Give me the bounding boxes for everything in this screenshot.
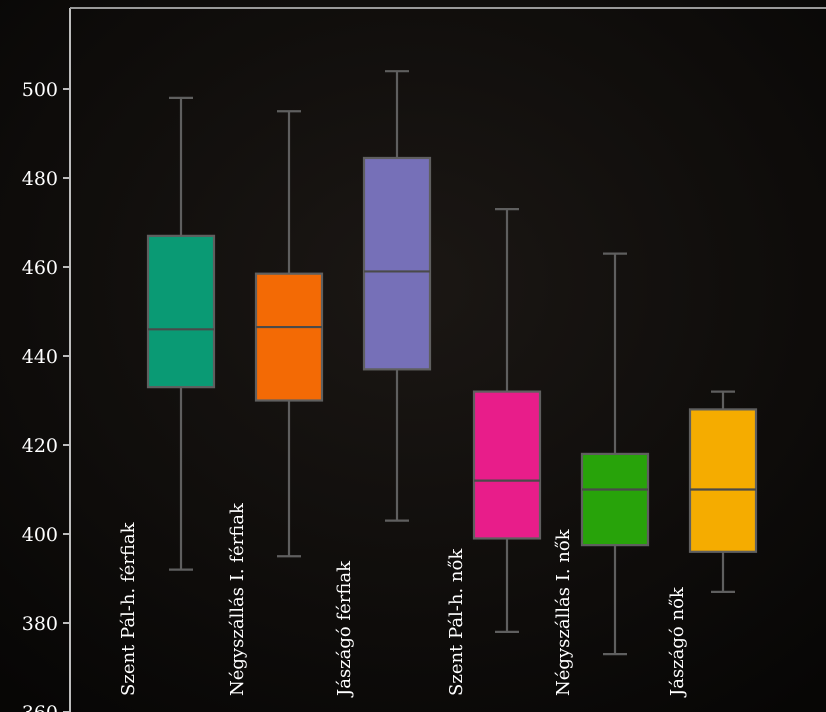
category-label: Szent Pál-h. nők: [446, 548, 467, 696]
category-label: Szent Pál-h. férfiak: [118, 521, 139, 696]
y-tick-label: 480: [22, 168, 58, 190]
category-label: Jászágó nők: [667, 586, 688, 698]
y-tick-label: 420: [22, 435, 58, 457]
y-tick-label: 500: [22, 79, 58, 101]
box-group: [254, 110, 324, 558]
box-rect: [580, 452, 650, 547]
y-tick-label: 460: [22, 257, 58, 279]
y-tick-label: 440: [22, 346, 58, 368]
category-label: Jászágó férfiak: [334, 560, 355, 698]
y-tick-label: 400: [22, 524, 58, 546]
box-group: [362, 70, 432, 522]
box-rect: [472, 390, 542, 540]
category-label: Négyszállás I. férfiak: [227, 502, 248, 696]
box-group: [688, 390, 758, 593]
box-marks: [146, 70, 758, 656]
box-rect: [362, 156, 432, 371]
box-group: [472, 208, 542, 634]
axes: 360 380 400 420 440 460 480 500: [22, 7, 826, 712]
y-tick-label: 380: [22, 613, 58, 635]
box-group: [580, 252, 650, 656]
category-label: Négyszállás I. nők: [553, 528, 574, 696]
box-rect: [254, 272, 324, 402]
y-tick-label: 360: [22, 702, 58, 712]
box-rect: [146, 234, 216, 389]
category-labels: Szent Pál-h. férfiak Négyszállás I. férfi…: [118, 502, 688, 698]
box-rect: [688, 408, 758, 553]
box-group: [146, 96, 216, 571]
